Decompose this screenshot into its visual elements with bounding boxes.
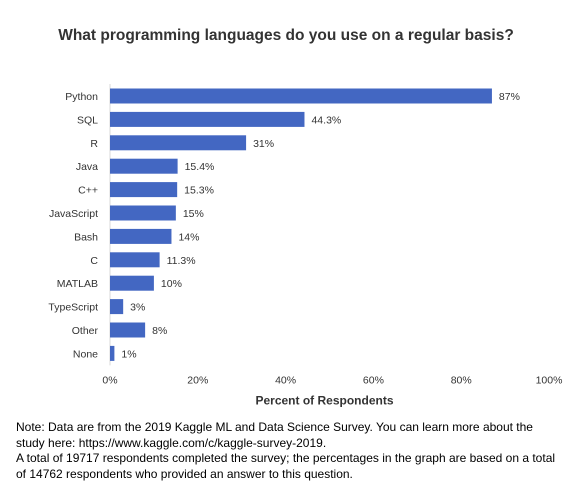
bar [110, 345, 115, 361]
footnote-source: Note: Data are from the 2019 Kaggle ML a… [16, 420, 533, 450]
x-axis-title: Percent of Respondents [255, 393, 393, 407]
category-label: TypeScript [48, 302, 98, 314]
bar [110, 135, 247, 151]
category-label: SQL [77, 114, 98, 126]
data-label: 8% [152, 325, 167, 337]
x-tick-label: 40% [275, 374, 296, 386]
bar [110, 182, 178, 198]
bar-chart: Python 87% SQL 44.3% R 31% Java 15.4% C++ 15.3% Ja… [48, 84, 563, 407]
data-label: 44.3% [311, 114, 341, 126]
bar [110, 228, 172, 244]
data-label: 14% [178, 231, 199, 243]
bar [110, 111, 305, 127]
category-label: Python [65, 91, 98, 103]
category-label: Other [72, 325, 99, 337]
data-label: 15.3% [184, 185, 214, 197]
data-label: 11.3% [167, 255, 196, 267]
bar [110, 205, 176, 221]
bar [110, 252, 160, 268]
data-label: 15% [183, 208, 204, 220]
bar [110, 322, 146, 338]
category-label: JavaScript [49, 208, 98, 220]
bar [110, 275, 154, 291]
chart-title: What programming languages do you use on… [58, 27, 514, 44]
x-tick-label: 80% [451, 374, 472, 386]
data-label: 15.4% [185, 161, 215, 173]
category-label: C++ [78, 185, 98, 197]
category-label: Java [76, 161, 98, 173]
category-label: Bash [74, 231, 98, 243]
x-tick-label: 20% [187, 374, 208, 386]
x-tick-label: 100% [536, 374, 563, 386]
x-tick-label: 0% [102, 374, 117, 386]
footnote-respondents: A total of 19717 respondents completed t… [16, 451, 556, 481]
category-label: R [90, 138, 98, 150]
category-label: None [73, 348, 98, 360]
bar [110, 158, 178, 174]
category-label: C [90, 255, 98, 267]
data-label: 1% [121, 348, 136, 360]
bar [110, 299, 124, 315]
bar [110, 88, 492, 104]
data-label: 31% [253, 138, 274, 150]
data-label: 10% [161, 278, 182, 290]
x-tick-label: 60% [363, 374, 384, 386]
category-label: MATLAB [57, 278, 98, 290]
footnote: Note: Data are from the 2019 Kaggle ML a… [16, 420, 561, 482]
data-label: 3% [130, 302, 145, 314]
data-label: 87% [499, 91, 520, 103]
